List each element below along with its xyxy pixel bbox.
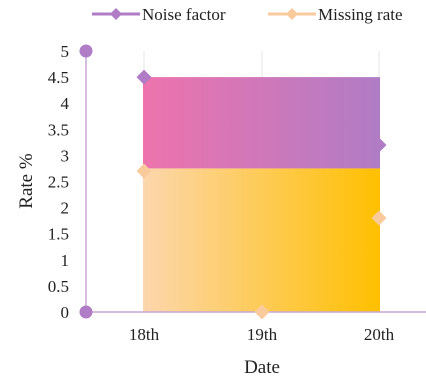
y-tick-label: 2.5 xyxy=(48,173,69,192)
y-axis-title: Rate % xyxy=(16,153,37,209)
x-tick-label: 18th xyxy=(129,325,160,344)
y-tick-label: 5 xyxy=(61,42,70,61)
legend-item-noise-factor: Noise factor xyxy=(92,5,226,24)
y-tick-label: 4.5 xyxy=(48,68,69,87)
x-tick-label: 19th xyxy=(247,325,278,344)
x-tick-labels: 18th 19th 20th xyxy=(129,325,395,344)
y-tick-label: 1 xyxy=(61,251,70,270)
y-tick-labels: 0 0.5 1 1.5 2 2.5 3 3.5 4 4.5 5 xyxy=(48,42,70,322)
y-tick-label: 0.5 xyxy=(48,277,69,296)
band-area xyxy=(143,77,380,169)
axis-point-marker xyxy=(79,305,93,319)
axis-point-marker xyxy=(79,44,93,58)
noise-factor-marker xyxy=(136,69,152,85)
y-tick-label: 3.5 xyxy=(48,120,69,139)
y-tick-label: 0 xyxy=(61,303,70,322)
legend-marker-icon xyxy=(110,8,122,20)
y-tick-label: 4 xyxy=(61,94,70,113)
missing-rate-marker xyxy=(371,210,387,226)
legend-label: Missing rate xyxy=(318,5,403,24)
y-tick-label: 2 xyxy=(61,199,70,218)
legend-label: Noise factor xyxy=(142,5,226,24)
x-tick-label: 20th xyxy=(364,325,395,344)
noise-factor-marker xyxy=(371,137,387,153)
missing-rate-marker xyxy=(136,163,152,179)
y-tick-label: 3 xyxy=(61,146,70,165)
data-markers xyxy=(79,44,387,320)
band-area xyxy=(143,168,380,312)
bands xyxy=(143,77,380,312)
legend-marker-icon xyxy=(286,8,298,20)
missing-rate-marker xyxy=(254,304,270,320)
y-tick-label: 1.5 xyxy=(48,225,69,244)
legend: Noise factor Missing rate xyxy=(92,5,403,24)
legend-item-missing-rate: Missing rate xyxy=(268,5,403,24)
x-axis-title: Date xyxy=(244,357,280,378)
